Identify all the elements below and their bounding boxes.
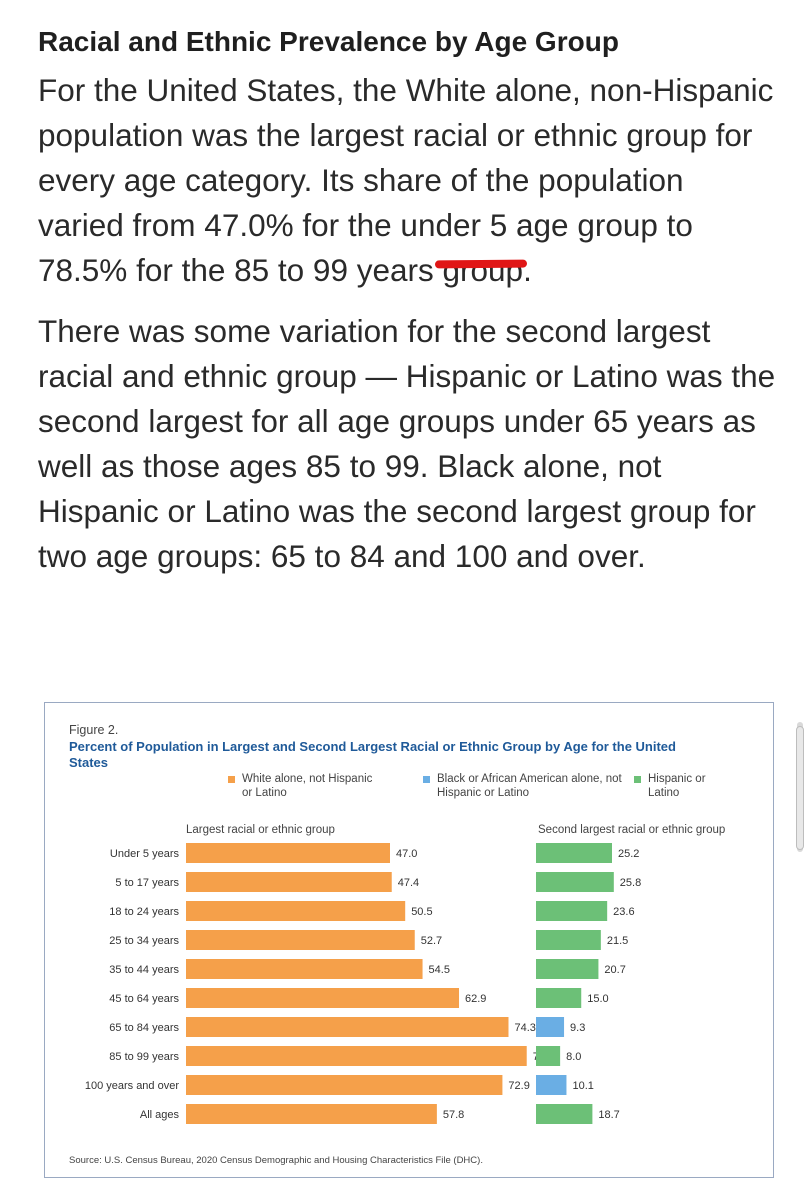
- article-heading: Racial and Ethnic Prevalence by Age Grou…: [38, 26, 619, 57]
- scrollbar-thumb[interactable]: [796, 726, 804, 850]
- article-paragraph-2: There was some variation for the second …: [38, 313, 776, 574]
- category-label: 18 to 24 years: [109, 906, 179, 918]
- category-label: 85 to 99 years: [109, 1051, 179, 1063]
- second-largest-value-label: 25.8: [620, 877, 641, 889]
- legend-item-black: Black or African American alone, not His…: [437, 773, 622, 799]
- category-label: 100 years and over: [85, 1080, 180, 1092]
- second-largest-value-label: 23.6: [613, 906, 634, 918]
- largest-value-label: 54.5: [429, 964, 450, 976]
- largest-bar: [186, 988, 460, 1008]
- second-largest-value-label: 25.2: [618, 848, 639, 860]
- category-label: All ages: [140, 1109, 180, 1121]
- category-label: Under 5 years: [110, 848, 180, 860]
- largest-value-label: 72.9: [508, 1080, 529, 1092]
- second-largest-bar: [536, 901, 608, 921]
- second-largest-bar: [536, 1046, 561, 1066]
- largest-bar: [186, 930, 415, 950]
- figure-title: Percent of Population in Largest and Sec…: [69, 739, 676, 770]
- second-largest-bar: [536, 1104, 593, 1124]
- largest-bar: [186, 901, 406, 921]
- bar-chart: Under 5 years 47.0 25.2 5 to 17 years 47.4 25…: [85, 843, 641, 1124]
- article: Racial and Ethnic Prevalence by Age Grou…: [38, 22, 778, 595]
- category-label: 65 to 84 years: [109, 1022, 179, 1034]
- second-largest-value-label: 18.7: [598, 1109, 619, 1121]
- largest-value-label: 74.3: [514, 1022, 535, 1034]
- figure-label: Figure 2.: [69, 723, 119, 737]
- largest-value-label: 47.0: [396, 848, 417, 860]
- legend-swatch-hispanic: [634, 776, 641, 783]
- second-largest-value-label: 8.0: [566, 1051, 581, 1063]
- category-label: 35 to 44 years: [109, 964, 179, 976]
- category-label: 25 to 34 years: [109, 935, 179, 947]
- second-largest-bar: [536, 843, 612, 863]
- largest-bar: [186, 1046, 527, 1066]
- legend-item-hispanic: Hispanic or Latino: [648, 773, 706, 799]
- second-largest-value-label: 20.7: [604, 964, 625, 976]
- legend-swatch-white: [228, 776, 235, 783]
- second-largest-value-label: 10.1: [572, 1080, 593, 1092]
- largest-bar: [186, 872, 392, 892]
- largest-value-label: 57.8: [443, 1109, 464, 1121]
- second-largest-value-label: 15.0: [587, 993, 608, 1005]
- legend-swatch-black: [423, 776, 430, 783]
- largest-bar: [186, 1075, 503, 1095]
- second-largest-bar: [536, 872, 614, 892]
- second-largest-bar: [536, 930, 601, 950]
- second-largest-bar: [536, 1017, 565, 1037]
- second-largest-value-label: 21.5: [607, 935, 628, 947]
- source-note: Source: U.S. Census Bureau, 2020 Census …: [69, 1155, 483, 1166]
- red-underline-annotation: [434, 259, 528, 269]
- largest-value-label: 47.4: [398, 877, 419, 889]
- category-label: 45 to 64 years: [109, 993, 179, 1005]
- largest-value-label: 62.9: [465, 993, 486, 1005]
- category-label: 5 to 17 years: [115, 877, 179, 889]
- largest-bar: [186, 1017, 509, 1037]
- largest-bar: [186, 1104, 437, 1124]
- figure-box: Figure 2. Percent of Population in Large…: [44, 702, 774, 1178]
- second-largest-bar: [536, 988, 582, 1008]
- second-largest-bar: [536, 959, 599, 979]
- largest-bar: [186, 959, 423, 979]
- second-largest-value-label: 9.3: [570, 1022, 585, 1034]
- article-paragraph-1: For the United States, the White alone, …: [38, 72, 774, 288]
- largest-bar: [186, 843, 390, 863]
- left-column-header: Largest racial or ethnic group: [186, 824, 335, 836]
- second-largest-bar: [536, 1075, 567, 1095]
- largest-value-label: 52.7: [421, 935, 442, 947]
- right-column-header: Second largest racial or ethnic group: [538, 824, 726, 836]
- legend-item-white: White alone, not Hispanic or Latino: [242, 773, 373, 799]
- largest-value-label: 50.5: [411, 906, 432, 918]
